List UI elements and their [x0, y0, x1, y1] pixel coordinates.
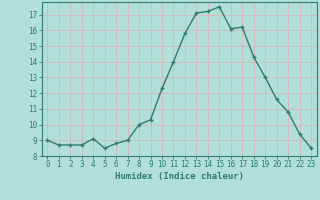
X-axis label: Humidex (Indice chaleur): Humidex (Indice chaleur): [115, 172, 244, 181]
